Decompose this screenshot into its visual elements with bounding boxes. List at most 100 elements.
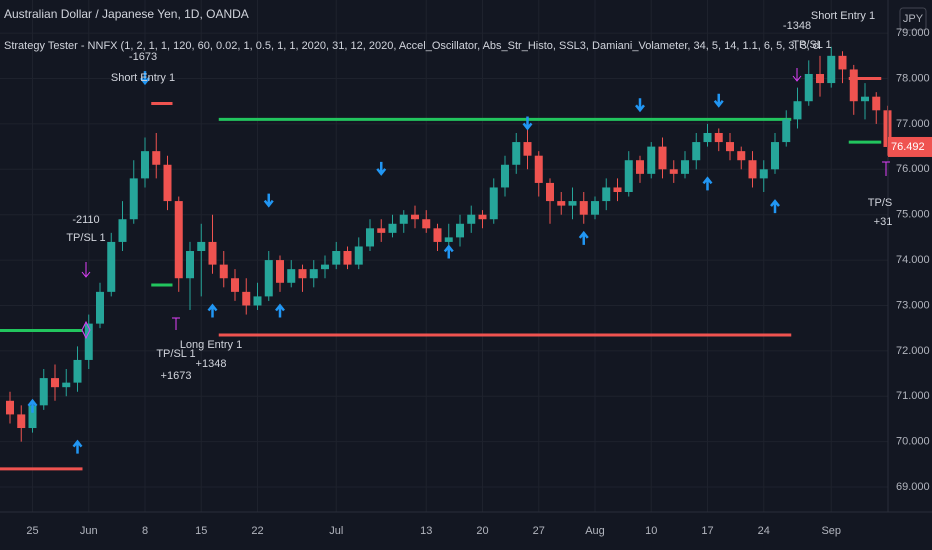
candle-body: [512, 142, 521, 165]
x-tick-label: Jun: [80, 525, 98, 537]
candle-body: [433, 228, 442, 242]
y-tick-label: 69.000: [896, 481, 930, 493]
currency-box[interactable]: [899, 7, 927, 31]
x-tick-label: 24: [758, 525, 770, 537]
candle-body: [714, 132, 723, 143]
annotation: TP/SL 1: [156, 348, 195, 360]
signal-arrow: [72, 439, 83, 454]
signal-arrow: [376, 161, 387, 176]
x-tick-label: 8: [142, 525, 148, 537]
candle-body: [298, 269, 307, 279]
annotation: Long Entry 1: [180, 339, 242, 351]
candle-body: [444, 237, 453, 242]
candle-body: [827, 55, 836, 84]
candle-body: [17, 414, 26, 429]
marker: [81, 320, 91, 340]
y-tick-label: 79.000: [896, 27, 930, 39]
signal-arrow: [140, 71, 150, 86]
candle-body: [6, 400, 14, 415]
y-tick-label: 74.000: [896, 254, 930, 266]
candle-body: [456, 223, 464, 238]
x-tick-label: Jul: [329, 525, 343, 537]
candle-body: [309, 269, 318, 279]
candle-body: [411, 214, 419, 220]
x-tick-label: 10: [645, 525, 657, 537]
candle-body: [591, 201, 599, 215]
signal-arrow: [522, 116, 533, 131]
y-tick-label: 75.000: [896, 209, 930, 221]
marker: [792, 68, 802, 82]
candle-body: [321, 264, 329, 270]
candle-body: [759, 169, 768, 179]
x-tick-label: Aug: [585, 525, 605, 537]
candle-body: [219, 264, 228, 279]
candle-body: [523, 142, 532, 156]
candle-body: [388, 223, 397, 233]
signal-arrow: [275, 303, 285, 318]
last-price-box: [888, 136, 932, 157]
y-tick-label: 77.000: [896, 118, 930, 130]
y-tick-label: 72.000: [896, 345, 930, 357]
x-tick-label: 17: [701, 525, 713, 537]
candle-body: [647, 146, 656, 174]
candle-body: [28, 405, 37, 429]
candle-body: [366, 228, 374, 247]
candle-body: [849, 69, 858, 102]
x-tick-label: 22: [251, 525, 263, 537]
candle-body: [838, 55, 847, 70]
candle-body: [568, 201, 577, 206]
subtitle-clip: Strategy Tester - NNFX (1, 2, 1, 1, 120,…: [4, 40, 932, 52]
currency-label[interactable]: JPY: [903, 13, 924, 25]
candle-body: [726, 142, 734, 152]
x-tick-label: Sep: [821, 525, 841, 537]
x-tick-label: 27: [533, 525, 545, 537]
candle-body: [804, 73, 813, 102]
candle-body: [624, 160, 633, 192]
candle-body: [62, 382, 71, 388]
chart-title: Australian Dollar / Japanese Yen, 1D, OA…: [4, 7, 249, 21]
y-tick-label: 78.000: [896, 72, 930, 84]
x-tick-label: 13: [420, 525, 432, 537]
candle-body: [467, 214, 476, 224]
candle-body: [636, 160, 644, 174]
annotation: TP/SL 1: [66, 232, 105, 244]
candle-body: [354, 246, 363, 265]
candle-body: [782, 119, 791, 143]
candle-body: [534, 155, 543, 183]
subtitle: Strategy Tester - NNFX (1, 2, 1, 1, 120,…: [4, 40, 932, 52]
y-tick-label: 76.000: [896, 163, 930, 175]
candle-body: [422, 219, 431, 229]
y-tick-label: 73.000: [896, 299, 930, 311]
candle-body: [557, 201, 566, 206]
annotation: Short Entry 1: [811, 10, 875, 22]
annotation: TP/SL 1: [792, 39, 831, 51]
annotation: -2110: [72, 214, 99, 226]
candle-body: [501, 164, 509, 188]
candle-body: [107, 241, 116, 292]
candle-body: [141, 151, 149, 179]
signal-arrow: [713, 93, 724, 108]
candle-body: [264, 260, 273, 297]
y-tick-label: 71.000: [896, 390, 930, 402]
candle-body: [489, 187, 498, 220]
candle-body: [669, 169, 678, 174]
candle-body: [276, 260, 284, 283]
signal-arrow: [770, 199, 780, 214]
candle-body: [861, 96, 869, 102]
candle-body: [231, 278, 239, 292]
annotation: +1348: [196, 358, 227, 370]
x-tick-label: 25: [26, 525, 38, 537]
marker: [882, 161, 890, 176]
purple-markers: [81, 68, 890, 340]
candle-body: [129, 178, 138, 220]
candle-body: [163, 164, 172, 202]
candle-body: [478, 214, 487, 220]
annotation: Short Entry 1: [111, 72, 175, 84]
annotation: -1348: [783, 20, 811, 32]
candle-body: [152, 151, 161, 165]
signal-arrow: [578, 230, 589, 245]
marker: [81, 262, 91, 278]
y-tick-label: 70.000: [896, 436, 930, 448]
signal-arrow: [263, 193, 274, 208]
